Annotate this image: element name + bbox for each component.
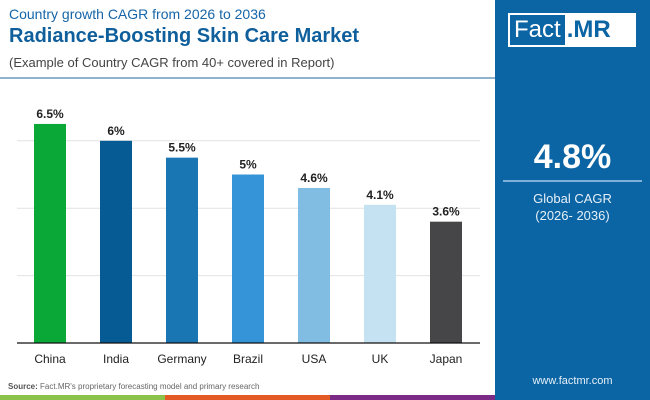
source-label: Source:: [8, 382, 38, 391]
source-text: Fact.MR's proprietary forecasting model …: [40, 382, 260, 391]
data-label: 3.6%: [432, 205, 460, 219]
bar-uk: [364, 204, 396, 343]
chart-note: (Example of Country CAGR from 40+ covere…: [9, 55, 335, 70]
data-label: 6.5%: [36, 107, 64, 121]
bar-chart: 6.5% China 6% India 5.5% Germany 5% Brazil 4.6% U…: [17, 107, 480, 366]
footer-stripe-orange: [165, 395, 330, 400]
x-tick-label: China: [34, 352, 66, 366]
x-tick-label: Japan: [430, 352, 463, 366]
data-label: 5%: [239, 158, 257, 172]
website-url: www.factmr.com: [532, 375, 613, 387]
x-tick-label: India: [103, 352, 129, 366]
bar-japan: [430, 221, 462, 343]
bar-usa: [298, 187, 330, 343]
logo-part1: Fact: [510, 15, 565, 45]
panel-divider: [503, 180, 642, 182]
bar-china: [34, 123, 66, 343]
global-cagr-period: (2026- 2036): [535, 208, 610, 223]
x-tick-label: Germany: [157, 352, 206, 366]
x-tick-label: UK: [372, 352, 389, 366]
side-panel: Fact .MR 4.8% Global CAGR (2026- 2036) w…: [495, 0, 650, 400]
x-tick-label: USA: [302, 352, 327, 366]
bar-brazil: [232, 174, 264, 343]
footer-stripe-green: [0, 395, 165, 400]
chart-subtitle: Country growth CAGR from 2026 to 2036: [9, 6, 266, 22]
global-cagr-value: 4.8%: [533, 138, 612, 176]
data-label: 4.1%: [366, 188, 394, 202]
source-note: Source: Fact.MR's proprietary forecastin…: [8, 382, 259, 391]
bar-germany: [166, 157, 198, 343]
header-divider: [0, 77, 495, 79]
data-label: 6%: [107, 124, 125, 138]
global-cagr-label: Global CAGR (2026- 2036): [495, 190, 650, 224]
data-label: 5.5%: [168, 141, 196, 155]
logo-part2: .MR: [566, 16, 611, 43]
chart-title: Radiance-Boosting Skin Care Market: [9, 25, 360, 47]
bar-india: [100, 140, 132, 343]
global-cagr-text: Global CAGR: [533, 191, 612, 206]
factmr-logo: Fact .MR: [508, 13, 636, 47]
footer-stripe-purple: [330, 395, 495, 400]
x-tick-label: Brazil: [233, 352, 263, 366]
data-label: 4.6%: [300, 171, 328, 185]
